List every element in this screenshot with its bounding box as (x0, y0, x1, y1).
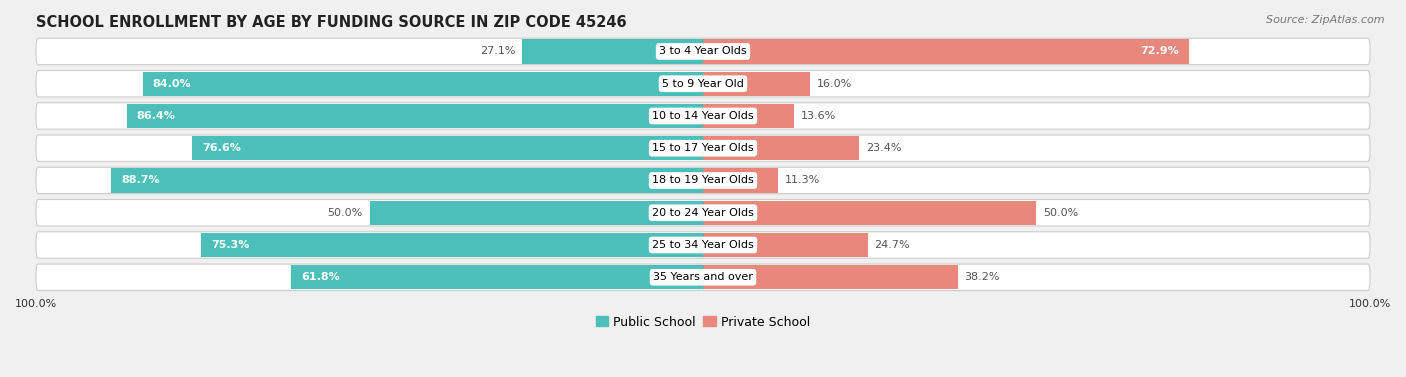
Bar (703, 169, 779, 193)
Bar (193, 136, 703, 160)
Bar (143, 72, 703, 96)
Text: 25 to 34 Year Olds: 25 to 34 Year Olds (652, 240, 754, 250)
Text: 75.3%: 75.3% (211, 240, 249, 250)
Text: 3 to 4 Year Olds: 3 to 4 Year Olds (659, 46, 747, 57)
Text: 86.4%: 86.4% (136, 111, 176, 121)
Text: 18 to 19 Year Olds: 18 to 19 Year Olds (652, 175, 754, 185)
Text: Source: ZipAtlas.com: Source: ZipAtlas.com (1267, 15, 1385, 25)
FancyBboxPatch shape (37, 135, 1369, 161)
Bar (703, 201, 1036, 225)
Text: 84.0%: 84.0% (153, 79, 191, 89)
FancyBboxPatch shape (37, 232, 1369, 258)
Bar (703, 265, 957, 289)
Bar (703, 136, 859, 160)
Bar (703, 72, 810, 96)
Text: 11.3%: 11.3% (785, 175, 820, 185)
Text: 50.0%: 50.0% (328, 208, 363, 218)
Legend: Public School, Private School: Public School, Private School (591, 311, 815, 334)
Text: 15 to 17 Year Olds: 15 to 17 Year Olds (652, 143, 754, 153)
FancyBboxPatch shape (37, 199, 1369, 226)
Text: 35 Years and over: 35 Years and over (652, 272, 754, 282)
Bar (127, 104, 703, 128)
FancyBboxPatch shape (37, 103, 1369, 129)
Bar (201, 233, 703, 257)
Bar (111, 169, 703, 193)
Bar (370, 201, 703, 225)
Bar (703, 104, 794, 128)
Text: 20 to 24 Year Olds: 20 to 24 Year Olds (652, 208, 754, 218)
Text: 61.8%: 61.8% (301, 272, 340, 282)
Text: 76.6%: 76.6% (202, 143, 240, 153)
FancyBboxPatch shape (37, 70, 1369, 97)
Text: 38.2%: 38.2% (965, 272, 1000, 282)
Text: 50.0%: 50.0% (1043, 208, 1078, 218)
Text: SCHOOL ENROLLMENT BY AGE BY FUNDING SOURCE IN ZIP CODE 45246: SCHOOL ENROLLMENT BY AGE BY FUNDING SOUR… (37, 15, 627, 30)
Text: 24.7%: 24.7% (875, 240, 910, 250)
Text: 5 to 9 Year Old: 5 to 9 Year Old (662, 79, 744, 89)
FancyBboxPatch shape (37, 167, 1369, 194)
Text: 72.9%: 72.9% (1140, 46, 1180, 57)
Text: 16.0%: 16.0% (817, 79, 852, 89)
Text: 23.4%: 23.4% (866, 143, 901, 153)
FancyBboxPatch shape (37, 264, 1369, 290)
Bar (703, 39, 1189, 64)
FancyBboxPatch shape (37, 38, 1369, 65)
Text: 10 to 14 Year Olds: 10 to 14 Year Olds (652, 111, 754, 121)
Bar (703, 233, 868, 257)
Bar (291, 265, 703, 289)
Text: 13.6%: 13.6% (800, 111, 835, 121)
Text: 27.1%: 27.1% (479, 46, 516, 57)
Text: 88.7%: 88.7% (121, 175, 160, 185)
Bar (522, 39, 703, 64)
